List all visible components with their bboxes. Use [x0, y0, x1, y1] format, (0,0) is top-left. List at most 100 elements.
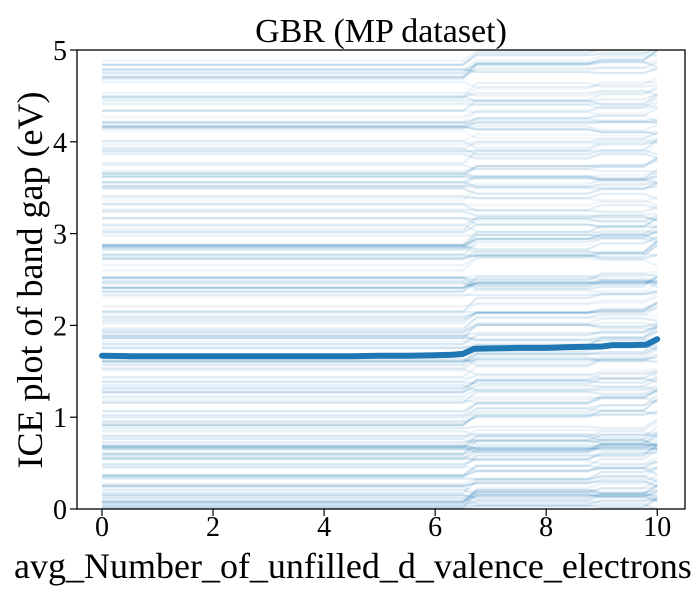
ice-line — [102, 396, 658, 405]
ice-line — [102, 281, 658, 299]
ice-line — [102, 442, 658, 450]
ice-line — [102, 358, 658, 364]
ice-line — [102, 390, 658, 417]
ice-line — [102, 352, 658, 372]
ice-line — [102, 233, 658, 251]
x-axis-label: avg_Number_of_unfilled_d_valence_electro… — [14, 546, 692, 586]
ice-line — [102, 277, 658, 286]
ice-line — [102, 444, 658, 466]
ice-line — [102, 348, 658, 369]
y-tick-label: 0 — [53, 495, 67, 526]
ice-line — [102, 451, 658, 461]
ice-line — [102, 418, 658, 430]
ice-line — [102, 447, 658, 458]
ice-line — [102, 448, 658, 476]
y-tick-label: 3 — [53, 220, 67, 251]
ice-line — [102, 185, 658, 189]
ice-line — [102, 316, 658, 329]
ice-line — [102, 120, 658, 125]
ice-line — [102, 356, 658, 378]
ice-line — [102, 398, 658, 423]
ice-line — [102, 241, 658, 255]
ice-line — [102, 431, 658, 449]
ice-line — [102, 321, 658, 334]
ice-line — [102, 139, 658, 151]
ice-line — [102, 210, 658, 222]
ice-line — [102, 192, 658, 200]
ice-line — [102, 279, 658, 289]
ice-line — [102, 455, 658, 466]
ice-line — [102, 325, 658, 337]
ice-line — [102, 290, 658, 313]
ice-line — [102, 168, 658, 180]
ice-line — [102, 89, 658, 97]
ice-line — [102, 194, 658, 207]
ice-line — [102, 433, 658, 444]
ice-line — [102, 375, 658, 389]
ice-line — [102, 420, 658, 440]
ice-line — [102, 494, 658, 502]
ice-line — [102, 378, 658, 385]
ice-line — [102, 312, 658, 330]
ice-line — [102, 493, 658, 501]
ice-line — [102, 139, 658, 156]
ice-line — [102, 295, 658, 308]
ice-line — [102, 107, 658, 128]
ice-line — [102, 275, 658, 289]
ice-line — [102, 480, 658, 488]
ice-line — [102, 344, 658, 364]
average-pdp-line — [99, 336, 661, 360]
ice-line — [102, 466, 658, 481]
ice-line — [102, 432, 658, 447]
ice-line — [102, 124, 658, 132]
ice-line — [102, 301, 658, 314]
ice-line — [102, 101, 658, 124]
ice-line — [102, 212, 658, 232]
ice-line — [102, 50, 658, 79]
ice-line — [102, 384, 658, 392]
ice-line — [102, 252, 658, 267]
ice-line — [102, 182, 658, 195]
ice-line — [102, 120, 658, 130]
ice-line — [102, 223, 658, 234]
ice-line — [102, 50, 658, 67]
ice-line — [102, 446, 658, 454]
ice-line — [102, 430, 658, 439]
ice-line — [102, 177, 658, 187]
ice-line — [102, 429, 658, 436]
ice-line — [102, 436, 658, 456]
ice-line — [102, 317, 658, 332]
ice-line — [102, 138, 658, 150]
y-tick-label: 4 — [53, 128, 67, 159]
x-tick-label: 2 — [206, 512, 220, 543]
y-axis-ticks: 0 1 2 3 4 5 — [53, 36, 77, 526]
ice-line — [102, 219, 658, 230]
ice-line — [102, 443, 658, 460]
ice-line — [102, 50, 656, 66]
ice-line — [102, 81, 658, 100]
ice-line — [102, 303, 658, 322]
ice-line — [102, 340, 658, 366]
ice-line — [102, 214, 658, 223]
ice-line — [102, 244, 658, 260]
ice-line — [102, 143, 658, 158]
ice-line — [102, 467, 658, 486]
ice-line — [102, 60, 658, 80]
ice-line — [102, 175, 658, 188]
ice-line — [102, 434, 658, 449]
ice-line — [102, 257, 658, 272]
ice-line — [102, 66, 658, 81]
ice-line — [102, 224, 658, 246]
x-tick-label: 6 — [428, 512, 442, 543]
ice-line — [102, 105, 658, 119]
ice-line — [102, 464, 658, 478]
ice-line — [102, 323, 658, 334]
ice-line — [102, 301, 658, 325]
ice-line — [102, 283, 658, 293]
ice-line — [102, 278, 658, 290]
ice-line — [102, 491, 658, 508]
ice-line — [102, 389, 658, 413]
ice-line — [102, 479, 658, 488]
ice-line — [102, 216, 658, 229]
